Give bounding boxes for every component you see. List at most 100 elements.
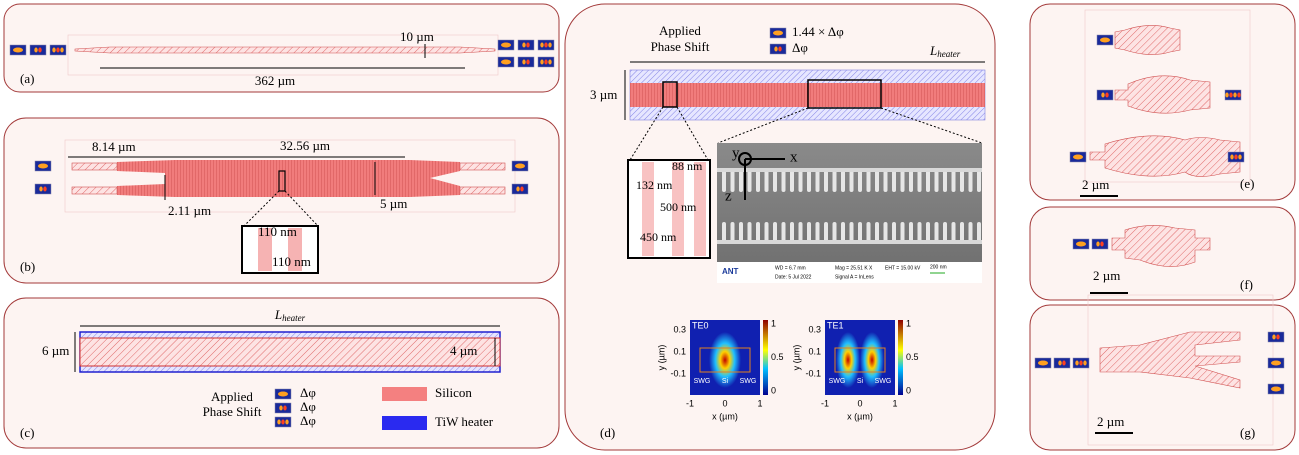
sem-info: WD = 6.7 mm	[775, 265, 806, 271]
dimension-label: 32.56 µm	[280, 138, 330, 153]
mode-lobe	[522, 60, 525, 65]
colorbar-label: 0	[906, 385, 911, 395]
phase-shift: Δφ	[300, 413, 316, 428]
phase-title: Phase Shift	[203, 404, 262, 419]
sem-tooth	[790, 170, 794, 192]
sem-info: Date: 5 Jul 2022	[775, 274, 812, 280]
sem-tooth	[816, 170, 820, 192]
mode-lobe	[501, 60, 511, 65]
region-label: SWG	[875, 378, 892, 385]
waveguide	[72, 187, 117, 194]
mode-lobe	[285, 420, 288, 425]
mode-lobe	[52, 48, 55, 53]
silicon	[80, 338, 500, 366]
phase-shift: Δφ	[792, 40, 808, 55]
sem-tooth	[926, 170, 930, 192]
mode-lobe	[1276, 335, 1279, 340]
mode-lobe	[774, 47, 777, 52]
mode-lobe	[13, 48, 23, 53]
mode-lobe	[1038, 361, 1048, 366]
mode-lobe	[1271, 361, 1281, 366]
mode-lobe	[43, 187, 46, 192]
mode-lobe	[60, 48, 63, 53]
phase-title: Applied	[211, 389, 253, 404]
mode-lobe	[56, 48, 59, 53]
waveguide	[460, 163, 505, 170]
dimension-label: 500 nm	[660, 200, 697, 214]
x-tick-label: -1	[686, 398, 694, 408]
legend-swatch	[382, 416, 427, 430]
mode-icon	[1268, 332, 1284, 342]
mode-lobe	[281, 420, 284, 425]
scale-label: 2 µm	[1082, 177, 1109, 192]
mode-icon	[30, 45, 46, 55]
sem-tooth	[858, 170, 862, 192]
sem-tooth	[773, 170, 777, 192]
dimension-label: 362 µm	[255, 73, 295, 88]
legend-swatch	[382, 387, 427, 401]
mode-lobe	[1229, 93, 1232, 98]
sem-tooth	[935, 170, 939, 192]
dimension-label: 132 nm	[636, 178, 673, 192]
phase-shift: 1.44 × Δφ	[792, 24, 844, 39]
panel-label: (d)	[600, 425, 615, 440]
sem-tooth	[901, 170, 905, 192]
x-axis-label: x (µm)	[712, 411, 738, 421]
dimension-label: 3 µm	[590, 87, 617, 102]
phase-title: Phase Shift	[651, 39, 710, 54]
sem-tooth	[960, 170, 964, 192]
sem-tooth	[892, 170, 896, 192]
colorbar-label: 1	[906, 318, 911, 328]
mode-icon	[1054, 358, 1070, 368]
y-tick-label: 0.1	[808, 346, 821, 356]
mode-lobe	[38, 164, 48, 169]
mode-icon	[770, 44, 786, 54]
dimension-label: 4 µm	[450, 343, 477, 358]
y-tick-label: 0.1	[673, 346, 686, 356]
mode-lobe	[1058, 361, 1061, 366]
dimension-label: 10 µm	[400, 29, 434, 44]
region-label: SWG	[694, 378, 711, 385]
mode-lobe	[1230, 155, 1233, 160]
sem-tooth	[884, 170, 888, 192]
mode-icon	[518, 57, 534, 67]
mode-lobe	[540, 43, 543, 48]
mode-lobe	[1062, 361, 1065, 366]
sem-tooth	[799, 170, 803, 192]
sem-tooth	[943, 170, 947, 192]
device	[1090, 136, 1240, 177]
figure: 10 µm 362 µm (a) 8.14 µm 32.56 µm 2.11 µ…	[0, 0, 1299, 455]
colorbar-label: 1	[771, 318, 776, 328]
sem-tooth	[841, 170, 845, 192]
mmi-body	[117, 160, 460, 197]
dimension-label: 8.14 µm	[92, 139, 136, 154]
mode-lobe	[1272, 335, 1275, 340]
sem-tooth	[909, 170, 913, 192]
mode-icon	[275, 403, 291, 413]
y-axis-label: y (µm)	[791, 345, 801, 371]
phase-title: Applied	[659, 23, 701, 38]
panel-label: (a)	[20, 71, 34, 86]
mode-lobe	[778, 47, 781, 52]
mode-lobe	[1075, 361, 1078, 366]
sem-rail	[717, 240, 982, 244]
dimension-label: 110 nm	[272, 254, 311, 269]
region-label: SWG	[829, 378, 846, 385]
x-tick-label: 1	[757, 398, 762, 408]
mode-lobe	[515, 164, 525, 169]
mode-icon	[512, 184, 528, 194]
mode-title: TE1	[827, 320, 844, 330]
mode-lobe	[1101, 93, 1104, 98]
colorbar-label: 0.5	[906, 352, 919, 362]
sem-info: Mag = 25.51 K X	[835, 265, 873, 271]
sem-tooth	[875, 170, 879, 192]
mode-lobe	[544, 43, 547, 48]
sem-tooth	[765, 170, 769, 192]
sem-tooth	[748, 170, 752, 192]
mode-lobe	[277, 420, 280, 425]
sem-scale: 200 nm	[930, 264, 947, 270]
mode-lobe	[522, 43, 525, 48]
mode-lobe	[1225, 93, 1228, 98]
y-tick-label: 0.3	[808, 324, 821, 334]
mode-icon	[35, 184, 51, 194]
